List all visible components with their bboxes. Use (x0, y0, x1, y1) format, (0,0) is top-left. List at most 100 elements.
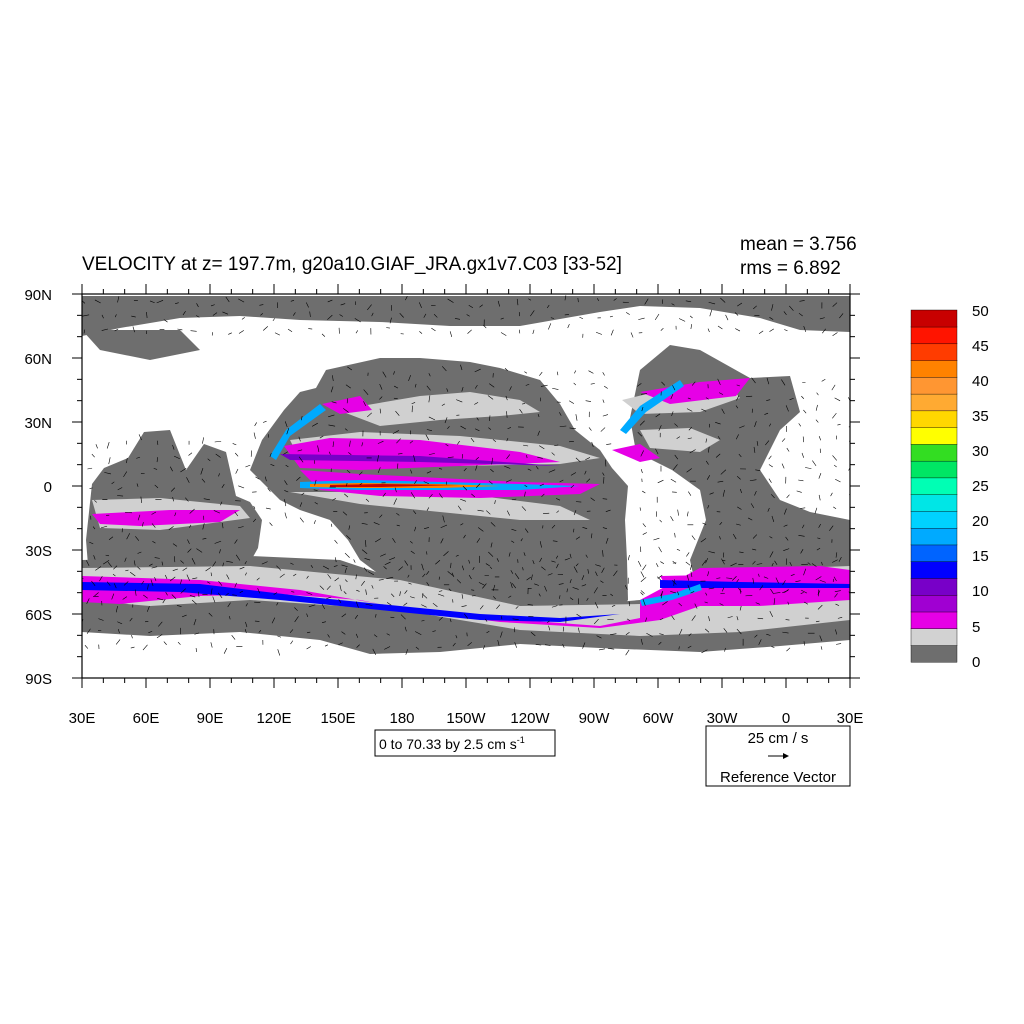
velocity-arrow (404, 626, 407, 632)
velocity-arrow (815, 404, 818, 411)
velocity-arrow (163, 641, 167, 645)
velocity-arrow (837, 424, 841, 426)
y-tick-label: 60N (24, 351, 52, 368)
velocity-arrow (530, 632, 536, 637)
velocity-arrow (640, 592, 644, 596)
velocity-arrow (344, 579, 348, 583)
velocity-arrow (322, 565, 330, 570)
velocity-arrow (290, 562, 294, 565)
velocity-arrow (136, 456, 141, 459)
velocity-arrow (812, 460, 817, 467)
velocity-arrow (577, 297, 579, 303)
velocity-arrow (474, 384, 478, 389)
velocity-arrow (798, 312, 803, 317)
velocity-arrow (361, 442, 364, 447)
velocity-arrow (586, 478, 591, 483)
velocity-arrow (653, 537, 660, 541)
velocity-arrow (575, 536, 581, 540)
velocity-arrow (766, 633, 771, 636)
velocity-arrow (330, 386, 334, 393)
velocity-arrow (286, 428, 290, 435)
velocity-arrow (768, 464, 773, 468)
velocity-arrow (783, 548, 790, 551)
velocity-arrow (172, 444, 175, 450)
velocity-arrow (596, 298, 600, 301)
velocity-arrow (523, 552, 526, 557)
velocity-arrow (82, 314, 90, 317)
velocity-arrow (252, 518, 257, 523)
velocity-arrow (602, 498, 608, 500)
velocity-arrow (359, 483, 363, 486)
velocity-arrow (332, 498, 336, 501)
velocity-arrow (719, 603, 724, 606)
velocity-arrow (795, 580, 801, 582)
velocity-arrow (588, 370, 594, 374)
velocity-arrow (796, 490, 802, 493)
velocity-arrow (490, 468, 494, 473)
velocity-arrow (705, 460, 709, 465)
velocity-arrow (716, 577, 721, 579)
velocity-arrow (341, 613, 347, 618)
velocity-arrow (156, 457, 159, 463)
velocity-arrow (769, 317, 774, 320)
velocity-arrow (609, 315, 613, 318)
velocity-arrow (524, 528, 529, 533)
velocity-arrow (488, 551, 494, 557)
velocity-arrow (172, 568, 178, 571)
map-field (82, 294, 850, 678)
velocity-arrow (739, 605, 742, 611)
velocity-arrow (474, 428, 480, 432)
velocity-arrow (852, 386, 857, 387)
velocity-arrow (225, 592, 229, 596)
velocity-arrow (290, 300, 295, 302)
velocity-arrow (156, 300, 164, 304)
velocity-arrow (555, 555, 559, 559)
velocity-arrow (285, 464, 289, 468)
velocity-arrow (657, 574, 663, 579)
velocity-arrow (709, 309, 713, 317)
velocity-arrow (471, 493, 476, 498)
velocity-arrow (409, 596, 415, 599)
velocity-arrow (544, 585, 547, 592)
velocity-arrow (89, 487, 93, 489)
velocity-arrow (838, 556, 842, 562)
velocity-arrow (674, 532, 676, 538)
velocity-arrow (397, 453, 403, 455)
velocity-arrow (365, 540, 367, 547)
velocity-arrow (817, 604, 823, 610)
velocity-arrow (805, 467, 812, 469)
velocity-arrow (753, 305, 757, 310)
velocity-arrow (292, 312, 296, 316)
velocity-arrow (758, 639, 762, 645)
velocity-arrow (756, 563, 763, 565)
velocity-arrow (758, 330, 764, 334)
velocity-arrow (457, 505, 462, 511)
velocity-arrow (854, 504, 859, 507)
velocity-arrow (732, 533, 737, 540)
velocity-arrow (541, 493, 545, 497)
velocity-arrow (222, 562, 224, 567)
velocity-arrow (272, 318, 276, 322)
velocity-arrow (164, 574, 168, 579)
velocity-arrow (202, 437, 204, 444)
velocity-arrow (398, 566, 404, 571)
colorbar-swatch (910, 645, 958, 663)
velocity-arrow (371, 585, 374, 589)
velocity-arrow (319, 435, 324, 439)
velocity-arrow (419, 302, 422, 308)
x-tick-label: 90W (579, 710, 611, 727)
velocity-arrow (516, 298, 519, 306)
velocity-arrow (232, 443, 237, 446)
velocity-arrow (86, 560, 90, 567)
velocity-arrow (346, 482, 348, 487)
velocity-arrow (854, 446, 857, 451)
velocity-arrow (800, 549, 804, 554)
velocity-arrow (547, 573, 553, 576)
velocity-arrow (640, 571, 645, 578)
velocity-arrow (573, 382, 577, 386)
velocity-arrow (277, 649, 281, 656)
velocity-arrow (528, 298, 532, 301)
velocity-arrow (640, 469, 643, 474)
velocity-arrow (168, 526, 174, 530)
velocity-arrow (130, 646, 135, 649)
